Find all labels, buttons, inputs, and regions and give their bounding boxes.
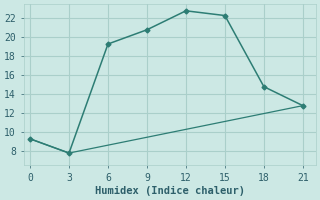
X-axis label: Humidex (Indice chaleur): Humidex (Indice chaleur) bbox=[95, 186, 245, 196]
